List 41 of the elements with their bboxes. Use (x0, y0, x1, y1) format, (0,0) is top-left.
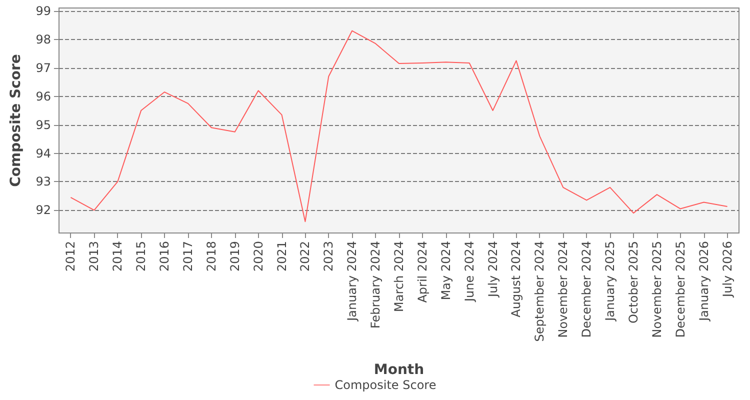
x-axis-title: Month (374, 362, 424, 378)
x-tick-label: November 2025 (650, 241, 664, 338)
x-tick-label: 2022 (298, 241, 312, 272)
x-tick-label: January 2024 (345, 241, 360, 322)
x-tick-label: 2012 (64, 241, 78, 272)
x-tick-label: April 2024 (415, 241, 430, 303)
y-tick-label: 96 (36, 89, 51, 104)
x-tick-label: December 2024 (580, 241, 594, 338)
x-tick-label: August 2024 (509, 241, 524, 318)
x-tick-label: 2016 (158, 241, 172, 272)
line-series (70, 30, 728, 222)
y-tick-label: 95 (36, 118, 51, 132)
x-tick-label: May 2024 (438, 241, 453, 300)
x-tick-label: 2023 (322, 241, 336, 272)
x-tick-label: January 2026 (696, 241, 711, 322)
y-axis-title: Composite Score (8, 54, 24, 187)
x-tick-label: March 2024 (392, 241, 406, 312)
legend-label: Composite Score (334, 378, 436, 392)
x-tick-label: 2014 (110, 241, 125, 272)
y-tick-label: 93 (36, 174, 51, 189)
y-tick-label: 92 (36, 203, 51, 218)
x-tick-label: 2018 (204, 241, 218, 272)
y-tick-label: 94 (36, 146, 51, 160)
x-tick-label: 2017 (180, 241, 195, 272)
x-tick-label: October 2025 (626, 241, 640, 324)
y-tick-label: 98 (36, 32, 51, 46)
x-tick-label: September 2024 (532, 241, 547, 342)
x-tick-label: July 2026 (720, 241, 734, 298)
x-tick-label: February 2024 (368, 241, 383, 329)
y-tick-label: 99 (36, 4, 51, 18)
x-tick-label: January 2025 (603, 241, 618, 322)
x-tick-label: November 2024 (556, 241, 570, 338)
x-tick-label: June 2024 (462, 241, 476, 302)
x-tick-label: July 2024 (486, 241, 500, 298)
x-tick-label: 2013 (87, 241, 102, 272)
x-tick-label: December 2025 (673, 241, 688, 338)
x-tick-label: 2015 (134, 241, 148, 272)
x-tick-label: 2021 (274, 241, 289, 272)
x-tick-label: 2020 (251, 241, 266, 272)
x-tick-label: 2019 (228, 241, 242, 272)
y-tick-label: 97 (36, 60, 51, 75)
